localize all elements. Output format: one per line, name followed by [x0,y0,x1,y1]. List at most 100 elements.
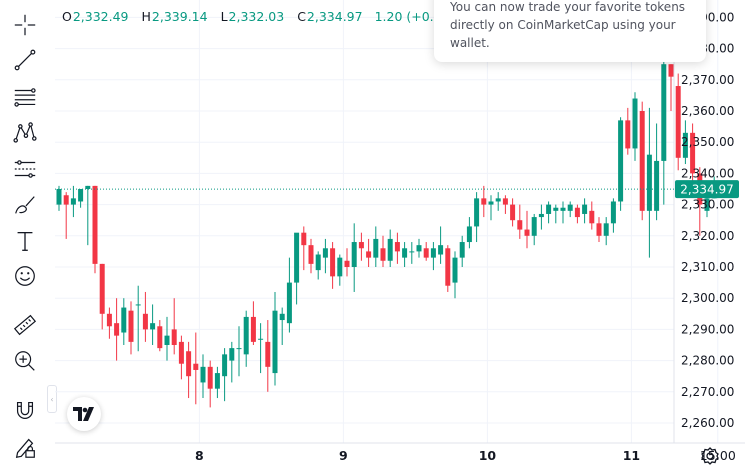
candle-down [517,220,523,230]
candle-up [258,338,264,340]
candle-up [646,154,652,211]
lock-pencil-icon[interactable] [10,432,40,462]
candle-up [531,217,537,236]
low-value: 2,332.03 [228,9,285,24]
candle-up [495,198,501,202]
price-axis: 2,260.00 2,270.00 2,280.00 2,290.00 2,300.00… [681,10,734,430]
candle-up [200,366,206,383]
notice-line: You can now trade your favorite tokens [450,0,686,14]
candle-up [409,251,415,253]
candle-up [610,201,616,224]
candle-up [618,120,624,202]
trade-notice-card[interactable]: You can now trade your favorite tokens d… [434,0,706,62]
candle-down [193,363,199,370]
candle-down [265,341,271,367]
candle-up [236,348,242,350]
candle-up [553,207,559,211]
candle-up [279,313,285,321]
candle-up [337,257,343,277]
candle-down [207,366,213,389]
brush-icon[interactable] [10,190,40,220]
candles [56,61,717,408]
candle-up [603,223,609,236]
candle-down [574,207,580,218]
candle-up [56,189,62,205]
candle-up [488,201,494,205]
close-label: C [297,9,306,24]
candle-down [596,223,602,236]
time-tick-label: 10 [479,448,497,463]
candle-up [294,232,300,283]
price-tick-label: 2,270.00 [681,385,734,399]
candle-up [632,98,638,149]
candle-down [92,185,98,264]
notice-line: directly on CoinMarketCap using your [450,18,676,32]
candle-down [639,111,645,211]
candle-up [78,189,84,202]
trend-line-icon[interactable] [10,45,40,75]
candle-up [272,310,278,374]
price-tick-label: 2,350.00 [681,135,734,149]
candle-up [682,132,688,158]
last-price-marker: 2,334.97 [55,180,739,199]
candle-up [214,373,220,389]
high-value: 2,339.14 [151,9,208,24]
high-label: H [141,9,151,24]
candle-down [330,248,336,277]
price-tick-label: 2,310.00 [681,260,734,274]
toolbar-collapse-handle[interactable]: ‹ [47,385,57,413]
candle-down [358,242,364,249]
price-tick-label: 2,260.00 [681,416,734,430]
price-tick-label: 2,320.00 [681,229,734,243]
candle-down [171,329,177,345]
candle-up [229,348,235,361]
price-tick-label: 2,330.00 [681,198,734,212]
candle-down [394,242,400,252]
candle-down [502,198,508,205]
price-tick-label: 2,290.00 [681,322,734,336]
candle-down [186,351,192,377]
fib-lines-icon[interactable] [10,82,40,112]
tradingview-logo-icon[interactable] [67,397,101,431]
candle-up [373,238,379,258]
candle-up [135,304,141,306]
emoji-icon[interactable] [10,261,40,291]
zoom-in-icon[interactable] [10,346,40,376]
time-tick-label: 8 [195,448,204,463]
last-price-badge [675,180,739,199]
candle-down [142,313,148,330]
candle-up [661,64,667,161]
candle-up [322,248,328,258]
candle-up [286,282,292,324]
candle-up [459,242,465,258]
time-tick-label: 11 [623,448,640,463]
pattern-icon[interactable] [10,117,40,147]
low-label: L [220,9,228,24]
candle-down [63,195,69,205]
prediction-icon[interactable] [10,154,40,184]
candle-up [567,204,573,211]
candle-up [164,335,170,345]
candle-up [222,354,228,377]
candle-down [250,316,256,342]
text-icon[interactable] [10,226,40,256]
candle-up [430,248,436,258]
ruler-icon[interactable] [10,310,40,340]
crosshair-icon[interactable] [10,10,40,40]
candle-up [474,198,480,227]
candle-up [70,198,76,205]
close-value: 2,334.97 [306,9,363,24]
candle-up [121,307,127,333]
magnet-icon[interactable] [10,395,40,425]
notice-line: wallet. [450,36,490,50]
candle-up [546,204,552,214]
candle-down [106,313,112,327]
candle-up [654,160,660,211]
price-tick-label: 2,370.00 [681,73,734,87]
candle-up [582,204,588,214]
drawing-toolbar [0,0,50,470]
candle-down [128,310,134,342]
gear-icon[interactable] [700,446,720,466]
chart-grid [55,0,745,444]
